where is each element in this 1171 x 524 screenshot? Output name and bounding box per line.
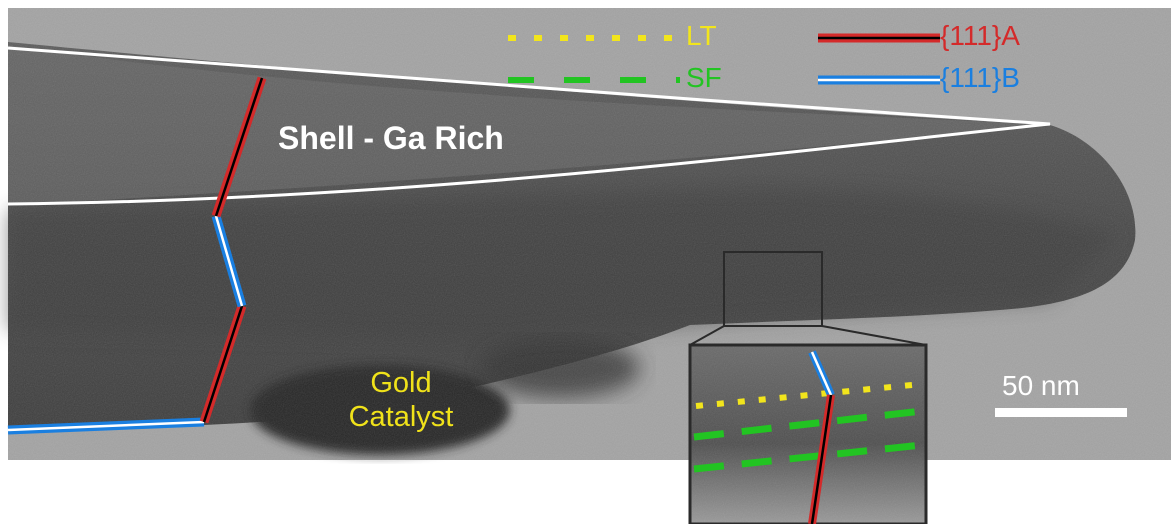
facet-111b-lower xyxy=(7,417,205,435)
zoom-connector-right xyxy=(821,325,927,346)
shell-outline xyxy=(7,46,1051,206)
facet-111a-lower xyxy=(199,304,247,424)
inset-lt-line xyxy=(695,381,923,409)
inset-sf-line-1 xyxy=(693,407,923,441)
facet-111b-middle xyxy=(211,214,247,308)
inset-panel xyxy=(688,343,928,524)
inset-sf-line-2 xyxy=(693,441,923,473)
zoom-connector-left xyxy=(689,325,725,346)
facet-111a-upper xyxy=(211,76,267,218)
facet-traces xyxy=(7,76,267,435)
zoom-region-box xyxy=(723,251,823,327)
scale-bar xyxy=(995,408,1127,417)
